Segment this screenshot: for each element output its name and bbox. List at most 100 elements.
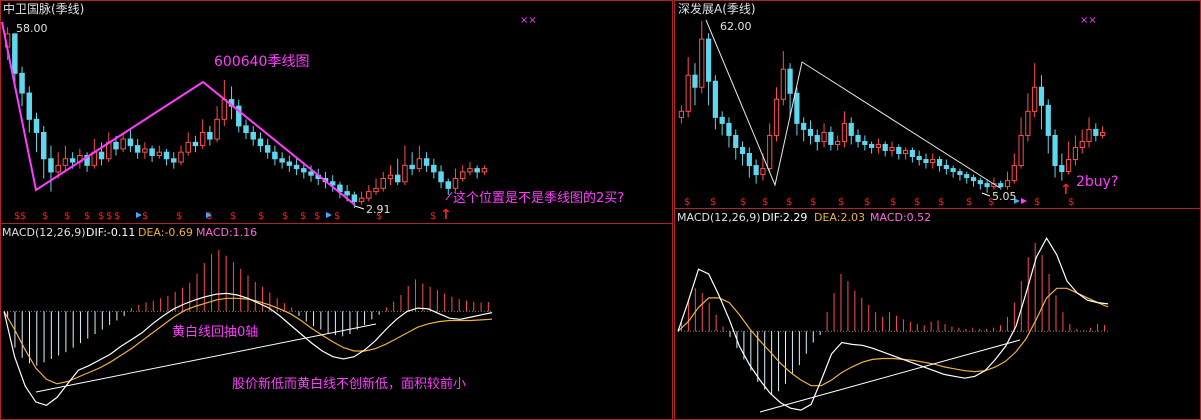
left-candle-body [452, 177, 459, 189]
right-candle-body [923, 159, 929, 164]
left-dollar-marker: $ [314, 211, 320, 222]
right-candle-body [841, 122, 848, 142]
right-candle-body [875, 143, 882, 148]
right-candle-body [814, 134, 820, 142]
right-min-pointer [981, 192, 991, 197]
left-macd-dif: DIF:-0.11 [86, 226, 135, 239]
right-zigzag-annotation [705, 19, 1001, 189]
left-macd-note-1: 黄白线回抽0轴 [172, 324, 258, 340]
right-candle-body [780, 68, 786, 100]
left-min-pointer [354, 205, 365, 210]
right-dollar-marker: $ [838, 197, 844, 208]
left-dollar-marker: $ [114, 211, 120, 222]
right-candle-body [821, 131, 827, 142]
left-dea-line [3, 297, 493, 385]
left-candle-body [185, 141, 191, 153]
left-candle-body [293, 164, 300, 170]
left-candle-body [409, 164, 415, 170]
right-title: 深发展A(季线) [678, 1, 756, 16]
right-price-panel: $ $ $ $ $ $ $ $ $ $ $ $ $ $ $↑ [678, 19, 1106, 208]
right-candle-body [828, 131, 834, 145]
right-candle-body [1032, 86, 1038, 112]
left-candle-body [380, 177, 386, 189]
left-dollar-marker: $ [176, 211, 182, 222]
left-candle-body [142, 148, 148, 153]
flag-icon [136, 212, 142, 218]
left-candle-body [40, 131, 47, 160]
left-candle-body [33, 118, 40, 133]
right-dollar-marker: $ [890, 197, 896, 208]
left-candle-body [459, 171, 466, 179]
right-dollar-marker: $ [988, 197, 994, 208]
right-candle-body [801, 122, 807, 130]
right-candle-body [998, 183, 1004, 188]
right-candle-body [1059, 165, 1065, 173]
left-candle-body [329, 181, 336, 186]
right-candle-body [794, 92, 800, 124]
right-dea-line [677, 287, 1109, 387]
right-candle-body [678, 110, 685, 118]
left-candle-body [308, 171, 314, 176]
right-candle-body [773, 98, 780, 136]
left-candle-body [149, 148, 155, 156]
right-candle-body [984, 183, 990, 188]
right-dollar-marker: $ [1068, 197, 1074, 208]
left-min-label: 2.91 [366, 203, 391, 216]
right-candle-body [692, 74, 698, 88]
left-candle-body [431, 164, 437, 173]
left-candle-body [98, 151, 105, 160]
left-candle-body [387, 174, 394, 179]
left-candle-body [69, 158, 76, 163]
left-candle-body [19, 72, 25, 94]
flag-icon [1014, 198, 1020, 204]
left-dollar-marker: $ [42, 211, 48, 222]
left-candle-body [163, 151, 170, 160]
left-candle-body [236, 105, 242, 127]
left-candle-body [207, 131, 213, 140]
flag-icon [326, 212, 332, 218]
right-candle-body [1072, 146, 1079, 161]
right-candle-body [733, 134, 739, 148]
left-candle-body [373, 187, 379, 193]
left-macd-trendline [35, 323, 377, 393]
right-candle-body [1093, 128, 1099, 136]
right-candle-body [943, 165, 949, 170]
left-candle-body [134, 145, 141, 153]
right-candle-body [1025, 110, 1031, 136]
left-candle-body [250, 131, 256, 140]
right-candle-body [916, 156, 922, 161]
right-candle-body [767, 134, 773, 170]
right-macd-value: MACD:0.52 [870, 211, 931, 224]
left-candle-body [12, 33, 18, 74]
right-dollar-marker: $ [1034, 197, 1040, 208]
right-dollar-marker: $ [684, 197, 690, 208]
right-candle-body [1018, 134, 1024, 167]
right-candle-body [909, 149, 915, 158]
left-dollar-marker: $ [300, 211, 306, 222]
left-macd-value: MACD:1.16 [196, 226, 257, 239]
flag-icon [1021, 198, 1027, 204]
left-candle-body [55, 164, 61, 173]
left-candle-body [113, 141, 119, 150]
left-candle-body [467, 168, 473, 173]
left-candle-body [394, 174, 401, 183]
left-dif-line [3, 292, 493, 406]
right-candle-body [902, 149, 909, 155]
right-candle-body [964, 174, 970, 179]
left-candle-body [402, 164, 408, 183]
left-candle-body [272, 151, 278, 160]
right-candle-body [977, 180, 983, 185]
left-dollar-marker: $ [106, 211, 112, 222]
left-candle-body [243, 125, 249, 133]
left-candle-body [26, 92, 33, 120]
flag-icon [206, 212, 212, 218]
right-candle-body [739, 146, 746, 155]
left-macd-panel [3, 249, 493, 406]
left-candle-body [474, 168, 480, 173]
right-macd-panel [677, 236, 1109, 413]
left-max-label: 58.00 [16, 22, 48, 35]
right-macd-trendline [759, 339, 1021, 413]
left-candle-body [221, 99, 228, 120]
left-dollar-marker: $ [20, 211, 26, 222]
